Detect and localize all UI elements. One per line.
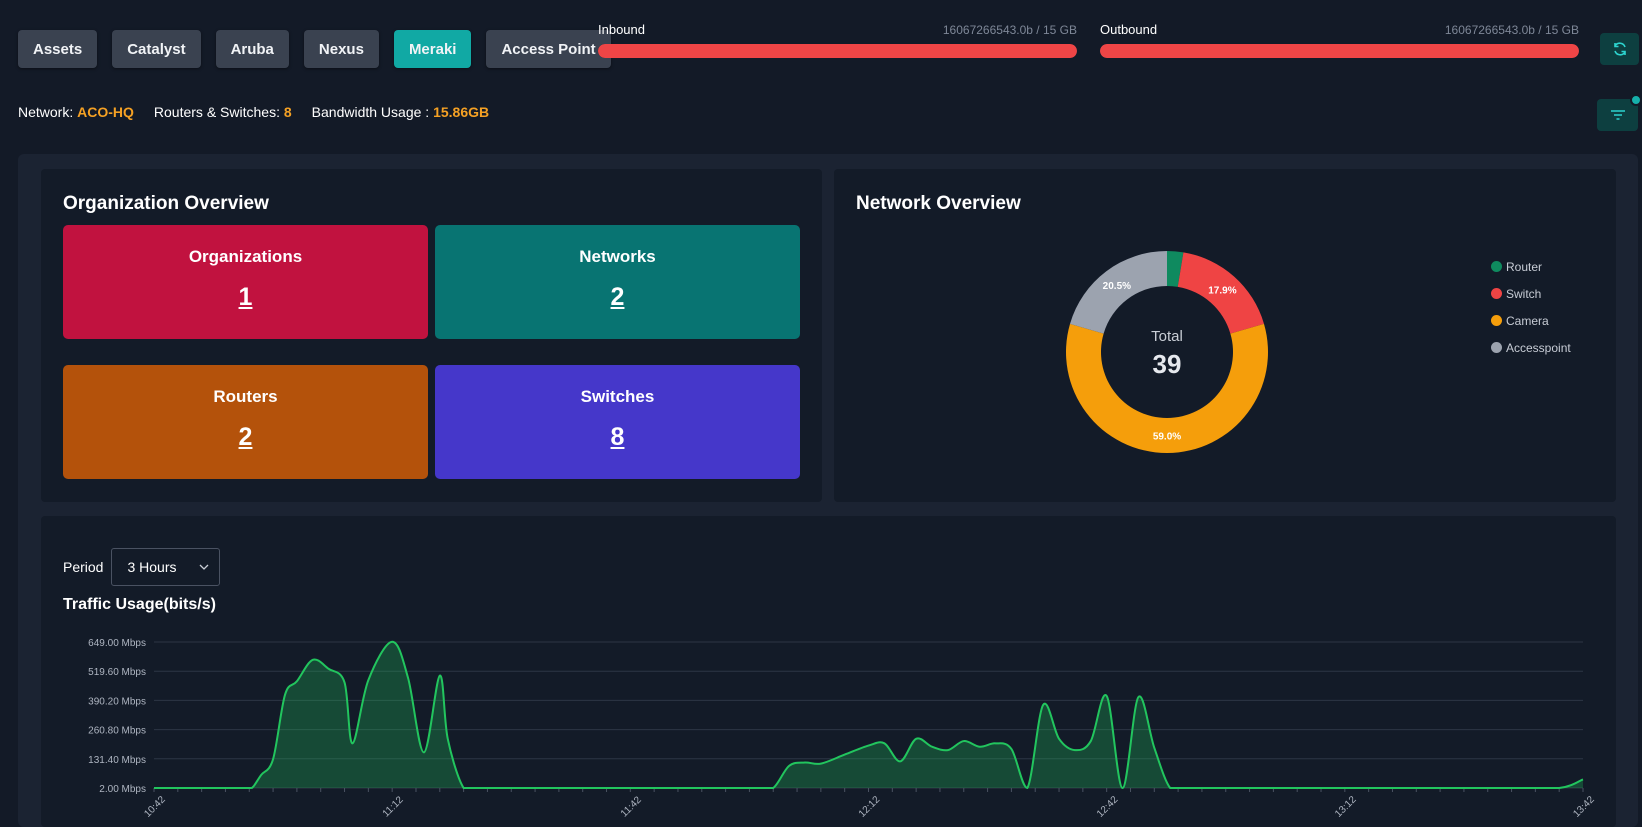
x-tick-label: 12:42: [1095, 794, 1121, 820]
network-label: Network:: [18, 104, 74, 120]
y-tick-label: 390.20 Mbps: [88, 696, 146, 707]
organizations-card: Organizations 1: [63, 225, 428, 339]
donut-center: Total 39: [1117, 328, 1217, 380]
tab-catalyst[interactable]: Catalyst: [112, 30, 201, 68]
donut-total-value: 39: [1152, 349, 1182, 379]
filter-indicator-dot: [1630, 94, 1642, 106]
y-tick-label: 649.00 Mbps: [88, 638, 146, 649]
networks-count-link[interactable]: 2: [610, 283, 625, 311]
period-control: Period 3 Hours: [63, 548, 221, 586]
inbound-bandwidth: Inbound 16067266543.0b / 15 GB: [598, 22, 1077, 58]
donut-total-label: Total: [1151, 328, 1183, 345]
tab-access-point[interactable]: Access Point: [486, 30, 611, 68]
period-select-value: 3 Hours: [127, 559, 177, 575]
bandwidth-usage-label: Bandwidth Usage :: [311, 104, 430, 120]
x-tick-label: 12:12: [857, 794, 883, 820]
routers-switches-info: Routers & Switches: 8: [154, 104, 292, 120]
donut-slice-label: 59.0%: [1153, 432, 1181, 443]
organization-overview-title: Organization Overview: [63, 193, 269, 214]
inbound-progress-fill: [598, 44, 1077, 58]
refresh-icon: [1613, 42, 1626, 56]
y-tick-label: 2.00 Mbps: [99, 784, 146, 795]
legend-item-accesspoint[interactable]: Accesspoint: [1491, 334, 1571, 361]
organizations-label: Organizations: [188, 247, 303, 266]
top-tab-bar: Assets Catalyst Aruba Nexus Meraki Access Poi…: [18, 30, 611, 68]
traffic-area-chart: 2.00 Mbps 131.40 Mbps 260.80 Mbps 390.20 Mb…: [88, 638, 1597, 820]
legend-label: Switch: [1506, 286, 1542, 301]
routers-card: Routers 2: [63, 365, 428, 479]
tab-nexus[interactable]: Nexus: [303, 30, 379, 68]
inbound-value: 16067266543.0b / 15 GB: [942, 23, 1077, 37]
network-info: Network: ACO-HQ: [18, 104, 134, 120]
legend-item-camera[interactable]: Camera: [1491, 307, 1571, 334]
switches-count-link[interactable]: 8: [610, 423, 625, 451]
donut-slice-label: 20.5%: [1103, 281, 1131, 292]
outbound-bandwidth: Outbound 16067266543.0b / 15 GB: [1100, 22, 1579, 58]
routers-count-link[interactable]: 2: [238, 423, 253, 451]
legend-dot: [1491, 288, 1502, 299]
outbound-progress-fill: [1100, 44, 1579, 58]
x-tick-label: 13:42: [1571, 794, 1597, 820]
x-tick-label: 10:42: [142, 794, 168, 820]
chevron-down-icon: [200, 564, 209, 570]
legend-dot: [1491, 261, 1502, 272]
legend-label: Router: [1506, 259, 1543, 274]
network-overview-card: [834, 169, 1616, 502]
donut-slice-label: 17.9%: [1208, 286, 1236, 297]
traffic-usage-title: Traffic Usage(bits/s): [63, 596, 216, 613]
y-tick-label: 131.40 Mbps: [88, 755, 146, 766]
outbound-progress-bar: [1100, 44, 1579, 58]
y-tick-label: 519.60 Mbps: [88, 667, 146, 678]
period-select[interactable]: 3 Hours: [111, 548, 221, 586]
routers-label: Routers: [213, 387, 278, 406]
x-tick-label: 11:12: [381, 794, 406, 819]
legend-dot: [1491, 315, 1502, 326]
inbound-label: Inbound: [598, 22, 645, 37]
x-tick-label: 11:42: [619, 794, 644, 819]
tab-aruba[interactable]: Aruba: [215, 30, 289, 68]
filter-button[interactable]: [1597, 94, 1642, 131]
networks-label: Networks: [579, 247, 656, 266]
legend-item-router[interactable]: Router: [1491, 253, 1571, 280]
legend-label: Accesspoint: [1506, 340, 1571, 355]
legend-dot: [1491, 342, 1502, 353]
y-tick-label: 260.80 Mbps: [88, 726, 146, 737]
routers-switches-label: Routers & Switches:: [153, 104, 280, 120]
traffic-series-line: [154, 640, 1584, 790]
bandwidth-usage-info: Bandwidth Usage : 15.86GB: [312, 104, 489, 120]
organizations-count-link[interactable]: 1: [238, 283, 253, 311]
period-label: Period: [63, 559, 104, 575]
bandwidth-usage-value: 15.86GB: [433, 104, 490, 120]
filter-icon: [1610, 110, 1625, 120]
switches-label: Switches: [580, 387, 655, 406]
donut-slice-switch[interactable]: [1177, 252, 1264, 334]
network-overview-title: Network Overview: [856, 193, 1021, 214]
inbound-progress-bar: [598, 44, 1077, 58]
outbound-value: 16067266543.0b / 15 GB: [1444, 23, 1579, 37]
network-value: ACO-HQ: [77, 104, 134, 120]
legend-label: Camera: [1506, 313, 1549, 328]
network-info-bar: Network: ACO-HQ Routers & Switches: 8 Ba…: [18, 104, 489, 120]
donut-slice-router[interactable]: [1167, 251, 1184, 287]
tab-assets[interactable]: Assets: [18, 30, 98, 68]
routers-switches-value: 8: [283, 104, 292, 120]
network-donut-chart: 17.9% 59.0% 20.5%: [1066, 251, 1268, 453]
donut-legend: Router Switch Camera Accesspoint: [1491, 253, 1571, 361]
donut-slice-camera[interactable]: [1066, 323, 1268, 453]
refresh-button[interactable]: [1600, 33, 1639, 65]
switches-card: Switches 8: [435, 365, 800, 479]
x-tick-label: 13:12: [1333, 794, 1359, 820]
donut-slice-accesspoint[interactable]: [1070, 251, 1167, 334]
legend-item-switch[interactable]: Switch: [1491, 280, 1571, 307]
outbound-label: Outbound: [1100, 22, 1158, 37]
traffic-area-fill: [154, 641, 1583, 788]
networks-card: Networks 2: [435, 225, 800, 339]
tab-meraki[interactable]: Meraki: [393, 30, 472, 68]
